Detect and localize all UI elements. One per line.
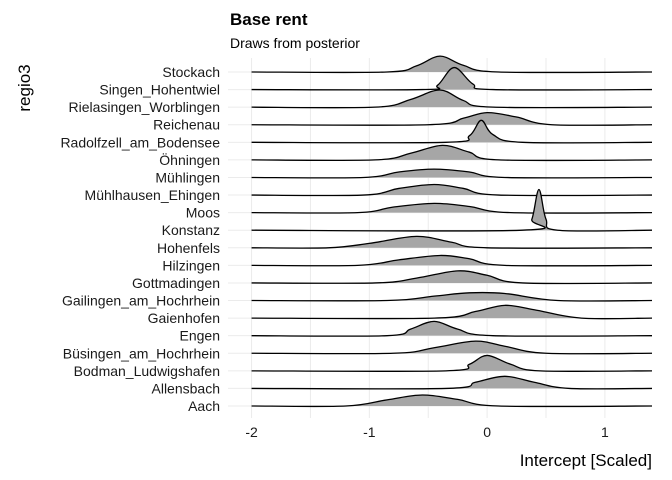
category-label: Rielasingen_Worblingen: [68, 99, 220, 115]
category-label: Engen: [180, 328, 220, 344]
ridge: [251, 320, 653, 337]
ridge-line: [251, 188, 653, 232]
ridge: [251, 183, 653, 197]
ridge-line: [251, 66, 653, 91]
ridge-line: [251, 89, 653, 109]
ridge-area: [251, 67, 652, 90]
ridge: [251, 375, 653, 390]
ridge-line: [251, 394, 653, 408]
ridge-area: [251, 321, 652, 337]
ridge-line: [251, 354, 653, 372]
ridge-line: [251, 168, 653, 179]
ridge: [251, 291, 653, 302]
ridge-line: [251, 55, 653, 74]
ridge: [251, 55, 653, 74]
ridge-area: [251, 355, 652, 372]
ridge: [251, 119, 653, 144]
ridge: [251, 66, 653, 91]
ridge-line: [251, 144, 653, 162]
y-axis-title: regio3: [15, 64, 34, 111]
ridge-line: [251, 375, 653, 390]
ridge-line: [251, 111, 653, 126]
ridge-area: [251, 56, 652, 73]
ridge: [251, 188, 653, 232]
ridge: [251, 394, 653, 408]
x-tick-label: 0: [483, 424, 491, 440]
ridge: [251, 111, 653, 126]
ridge-line: [251, 202, 653, 214]
category-label: Hilzingen: [162, 257, 220, 273]
ridge-area: [251, 341, 652, 354]
ridges: [251, 55, 653, 408]
ridge-line: [251, 183, 653, 197]
x-tick-label: -2: [245, 424, 258, 440]
ridge-line: [251, 320, 653, 337]
ridge-line: [251, 235, 653, 249]
ridge-line: [251, 254, 653, 267]
category-label: Hohenfels: [157, 240, 220, 256]
ridge-area: [251, 394, 652, 407]
ridge-line: [251, 270, 653, 285]
category-label: Mühlhausen_Ehingen: [85, 187, 220, 203]
chart-subtitle: Draws from posterior: [230, 35, 360, 51]
category-label: Büsingen_am_Hochrhein: [63, 345, 220, 361]
x-axis-title: Intercept [Scaled]: [520, 451, 652, 470]
ridge-area: [251, 184, 652, 196]
ridge-area: [251, 236, 652, 249]
ridge: [251, 168, 653, 179]
category-label: Moos: [186, 205, 220, 221]
category-label: Aach: [188, 398, 220, 414]
ridge-area: [251, 305, 652, 319]
ridge: [251, 354, 653, 372]
ridge: [251, 202, 653, 214]
category-label: Singen_Hohentwiel: [99, 82, 220, 98]
category-label: Gailingen_am_Hochrhein: [62, 293, 220, 309]
ridge-line: [251, 340, 653, 355]
ridge: [251, 89, 653, 109]
ridge-area: [251, 145, 652, 161]
ridge-area: [251, 376, 652, 389]
ridge: [251, 340, 653, 355]
chart-title: Base rent: [230, 10, 308, 29]
category-label: Gaienhofen: [148, 310, 220, 326]
ridge: [251, 235, 653, 249]
ridge: [251, 254, 653, 267]
category-label: Radolfzell_am_Bodensee: [60, 134, 220, 150]
ridge-area: [251, 270, 652, 284]
x-tick-label: 1: [601, 424, 609, 440]
category-label: Reichenau: [153, 117, 220, 133]
ridge-area: [251, 255, 652, 266]
x-tick-label: -1: [363, 424, 376, 440]
ridge-line: [251, 291, 653, 302]
category-label: Öhningen: [159, 151, 220, 168]
ridge-area: [251, 203, 652, 214]
category-label: Bodman_Ludwigshafen: [74, 363, 220, 379]
ridge-line: [251, 304, 653, 320]
ridge: [251, 304, 653, 320]
category-label: Konstanz: [162, 222, 220, 238]
ridge-area: [251, 169, 652, 178]
ridge: [251, 270, 653, 285]
category-label: Mühlingen: [155, 170, 220, 186]
ridge-area: [251, 89, 652, 108]
category-labels: Stockach Singen_HohentwielRielasingen_Wor…: [60, 64, 220, 414]
category-label: Stockach: [162, 64, 220, 80]
x-axis-ticks: -2 -1 0 1: [245, 424, 609, 440]
ridge-area: [251, 292, 652, 302]
ridge-line: [251, 119, 653, 144]
category-label: Allensbach: [152, 380, 221, 396]
grid: [228, 58, 652, 418]
ridge: [251, 144, 653, 162]
category-label: Gottmadingen: [132, 275, 220, 291]
